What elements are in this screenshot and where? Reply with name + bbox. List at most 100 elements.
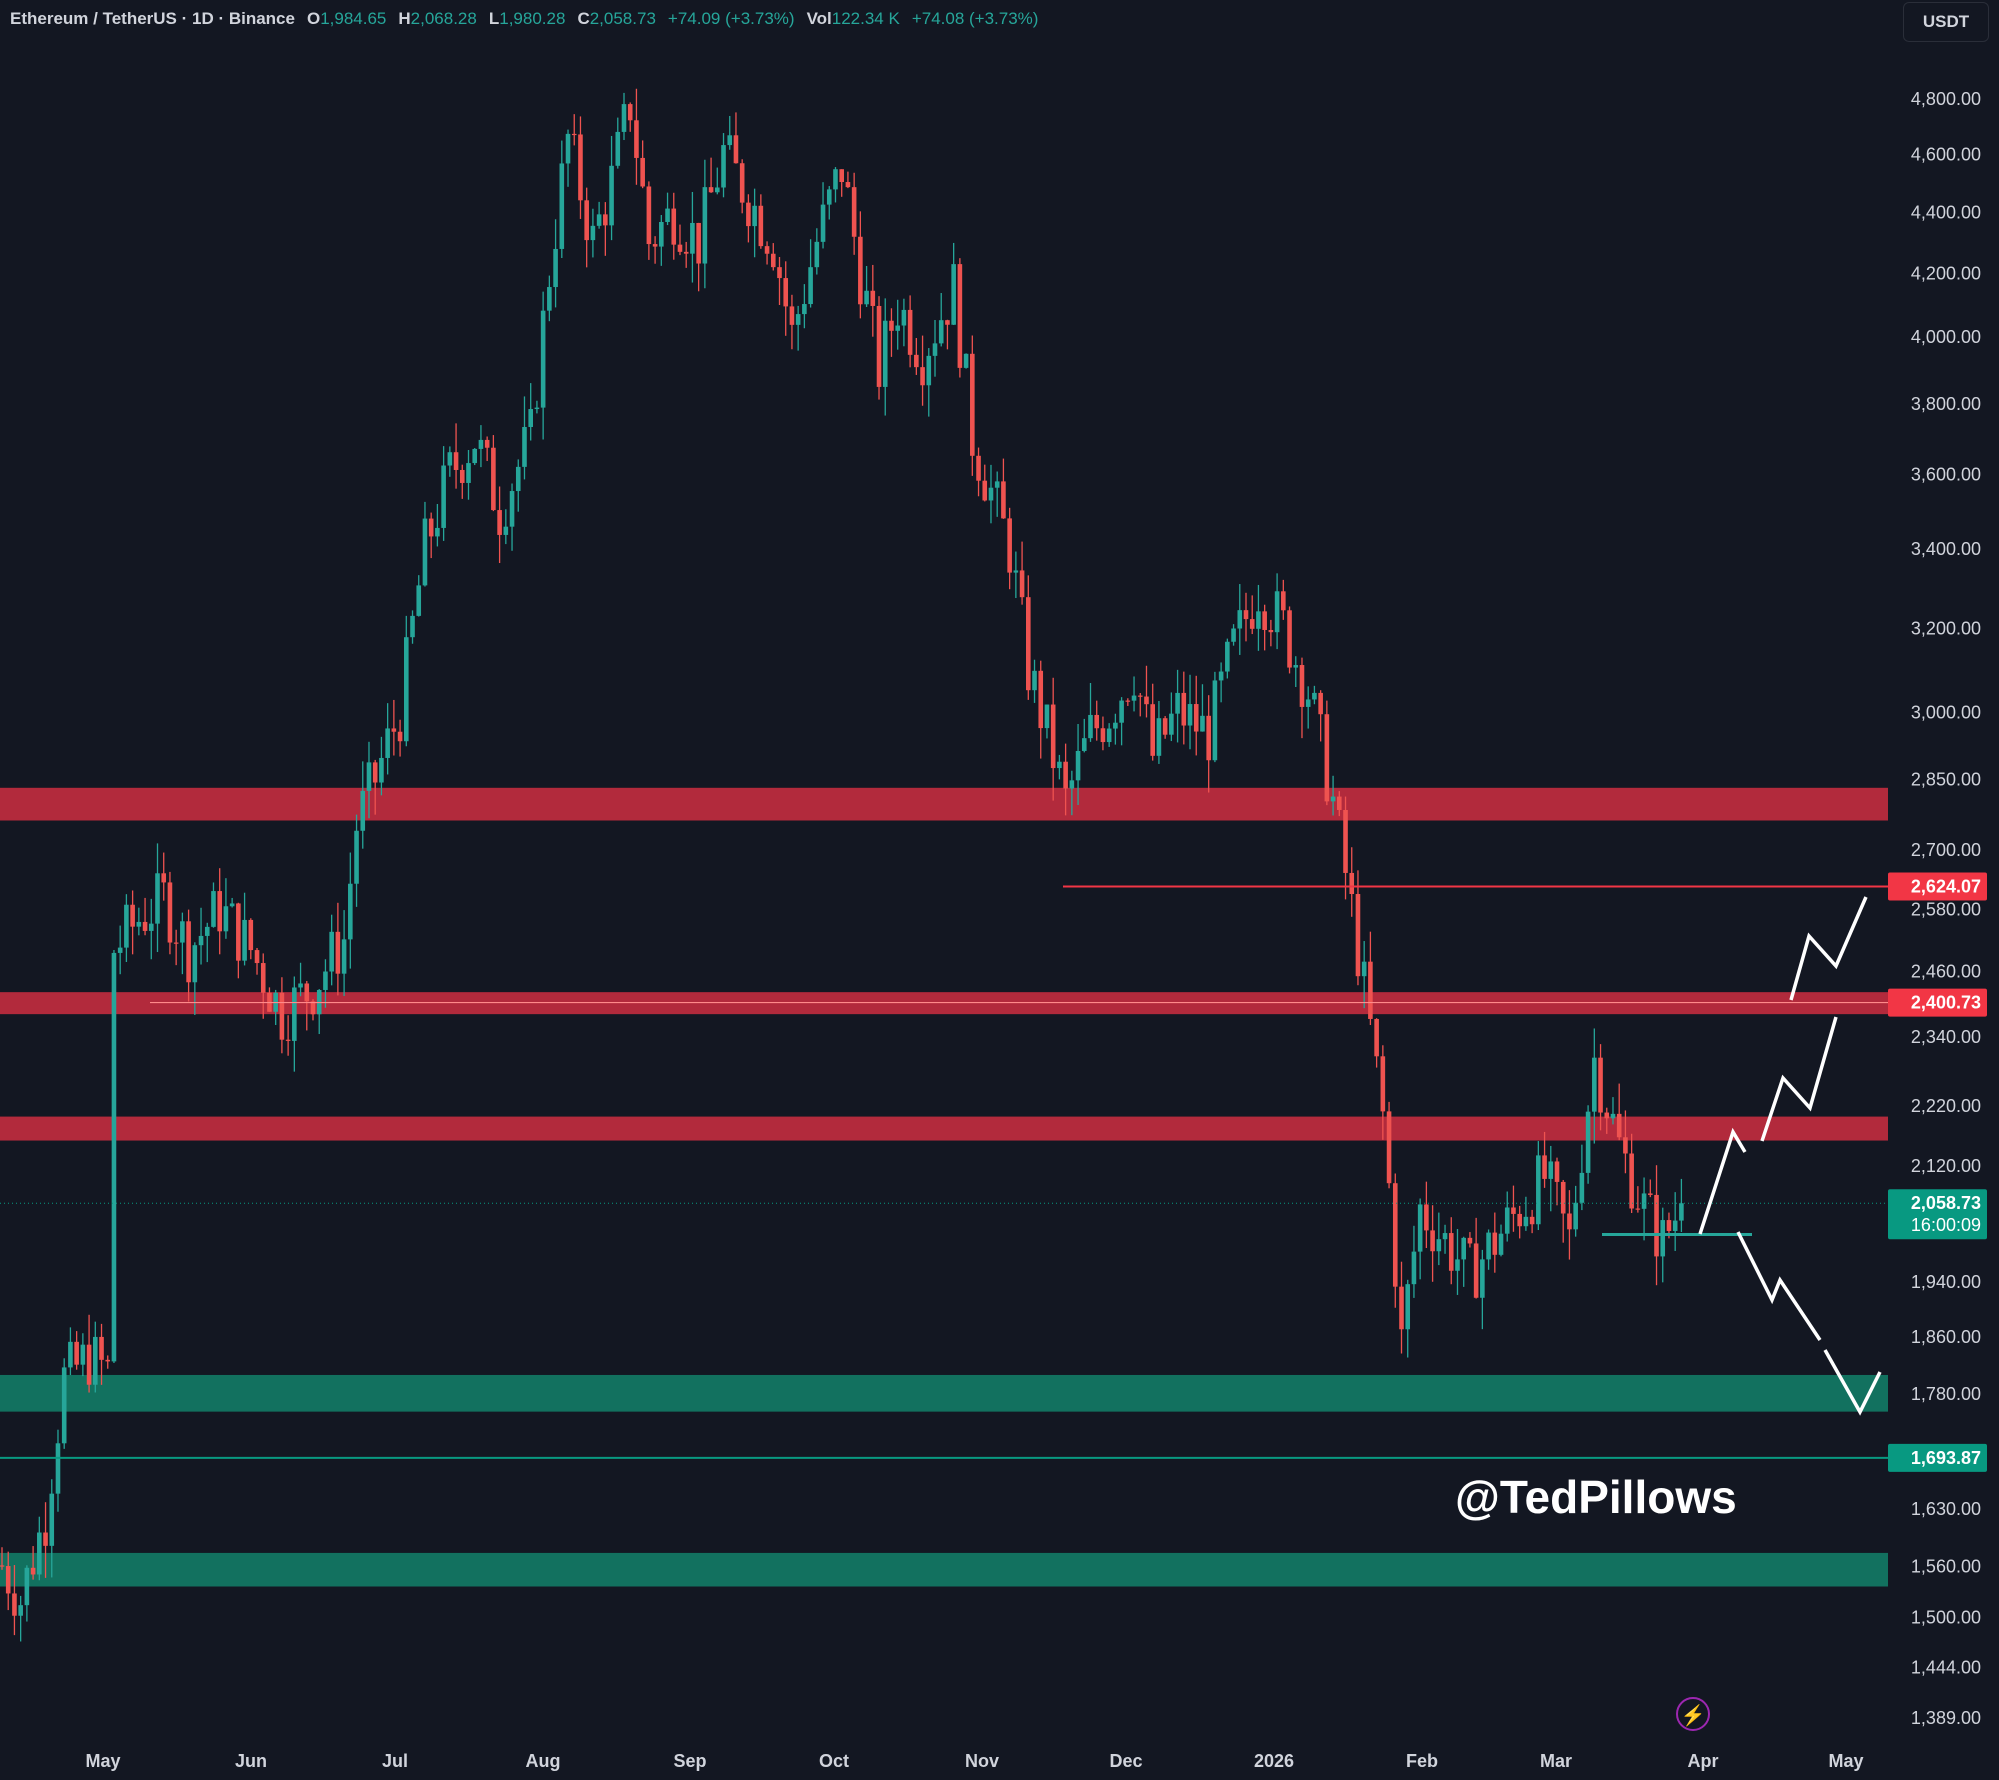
candle-body xyxy=(1598,1057,1603,1113)
candle-body xyxy=(422,518,428,586)
candle-body xyxy=(994,481,1000,488)
candle-body xyxy=(5,1566,11,1594)
candle-body xyxy=(553,248,558,288)
candle-body xyxy=(198,935,204,946)
close-value: 2,058.73 xyxy=(589,9,656,28)
candle-body xyxy=(459,469,465,483)
candle-body xyxy=(111,952,117,1362)
candle-body xyxy=(1330,796,1336,802)
candle-body xyxy=(1337,796,1342,810)
candle-body xyxy=(988,487,994,501)
candle-body xyxy=(310,1001,316,1015)
candle-body xyxy=(1536,1155,1541,1225)
candle-body xyxy=(1666,1220,1672,1231)
candle-body xyxy=(659,222,664,247)
candle-body xyxy=(1629,1153,1634,1209)
candle-body xyxy=(242,919,247,961)
candle-body xyxy=(1231,628,1236,642)
candle-body xyxy=(1436,1239,1442,1252)
candle-body xyxy=(1256,611,1261,629)
x-tick-label: Apr xyxy=(1688,1751,1719,1771)
candle-body xyxy=(24,1567,30,1606)
candle-body xyxy=(839,169,844,183)
candle-body xyxy=(1399,1286,1404,1330)
candle-body xyxy=(845,182,851,188)
candle-body xyxy=(578,134,583,201)
candle-body xyxy=(1424,1204,1429,1231)
candle-body xyxy=(1268,629,1274,633)
candle-body xyxy=(416,585,422,616)
candle-body xyxy=(1592,1057,1597,1112)
candle-body xyxy=(534,407,540,410)
candle-body xyxy=(148,923,154,931)
candle-body xyxy=(547,287,552,311)
candle-body xyxy=(1156,718,1162,756)
candle-body xyxy=(938,320,944,344)
candle-body xyxy=(223,906,229,932)
candle-body xyxy=(746,202,751,227)
candle-body xyxy=(509,491,515,527)
candle-body xyxy=(646,186,652,245)
currency-button[interactable]: USDT xyxy=(1903,2,1989,42)
candle-body xyxy=(957,264,963,368)
candle-body xyxy=(391,728,397,732)
candle-body xyxy=(155,873,160,924)
projection-arrow-4 xyxy=(1823,1349,1882,1416)
candle-body xyxy=(1623,1137,1628,1154)
candle-body xyxy=(1100,728,1106,743)
projection-arrow-2 xyxy=(1789,896,1868,1001)
x-tick-label: 2026 xyxy=(1254,1751,1294,1771)
candle-body xyxy=(590,225,596,241)
candle-body xyxy=(37,1532,42,1575)
candle-body xyxy=(1579,1172,1585,1203)
x-tick-label: Jun xyxy=(235,1751,267,1771)
candle-body xyxy=(1486,1232,1491,1260)
candle-body xyxy=(665,208,670,223)
resistance-zone-2 xyxy=(0,1116,1888,1141)
candle-body xyxy=(540,310,546,408)
candle-body xyxy=(671,208,677,245)
candle-body xyxy=(1411,1251,1417,1285)
lightning-icon[interactable]: ⚡ xyxy=(1676,1697,1710,1731)
candle-body xyxy=(55,1443,61,1494)
symbol-label[interactable]: Ethereum / TetherUS · 1D · Binance xyxy=(10,9,295,28)
candle-body xyxy=(1660,1220,1666,1257)
candle-body xyxy=(1386,1111,1392,1184)
candle-body xyxy=(410,615,415,638)
candle-body xyxy=(99,1336,104,1360)
candle-body xyxy=(1038,670,1044,729)
candle-body xyxy=(1150,704,1155,756)
candle-body xyxy=(621,104,627,132)
candle-body xyxy=(708,187,714,193)
candle-body xyxy=(1361,961,1367,977)
y-tick-label: 4,200.00 xyxy=(1911,263,1981,283)
candle-body xyxy=(1013,570,1019,573)
candle-body xyxy=(1648,1193,1653,1195)
candle-body xyxy=(1113,722,1118,729)
candle-body xyxy=(497,510,502,535)
candle-body xyxy=(1075,750,1081,781)
candle-body xyxy=(142,921,148,931)
candle-body xyxy=(976,455,981,481)
candle-body xyxy=(1504,1207,1510,1234)
price-tag-2 xyxy=(1888,1189,1987,1240)
candle-body xyxy=(428,518,434,537)
candle-body xyxy=(907,309,913,355)
candle-body xyxy=(1312,692,1317,700)
candle-body xyxy=(1343,809,1348,873)
candle-body xyxy=(920,367,925,386)
candle-body xyxy=(136,921,142,927)
x-tick-label: Nov xyxy=(965,1751,999,1771)
candle-body xyxy=(721,145,726,188)
candle-body xyxy=(1616,1113,1622,1138)
y-tick-label: 3,600.00 xyxy=(1911,465,1981,485)
open-value: 1,984.65 xyxy=(320,9,387,28)
candle-body xyxy=(571,133,577,136)
projection-arrow-0 xyxy=(1698,1127,1747,1235)
candle-body xyxy=(1467,1237,1473,1244)
candle-body xyxy=(1262,611,1267,630)
candle-body xyxy=(1355,894,1361,977)
candle-body xyxy=(1554,1161,1560,1182)
price-tag-3 xyxy=(1888,1443,1987,1472)
